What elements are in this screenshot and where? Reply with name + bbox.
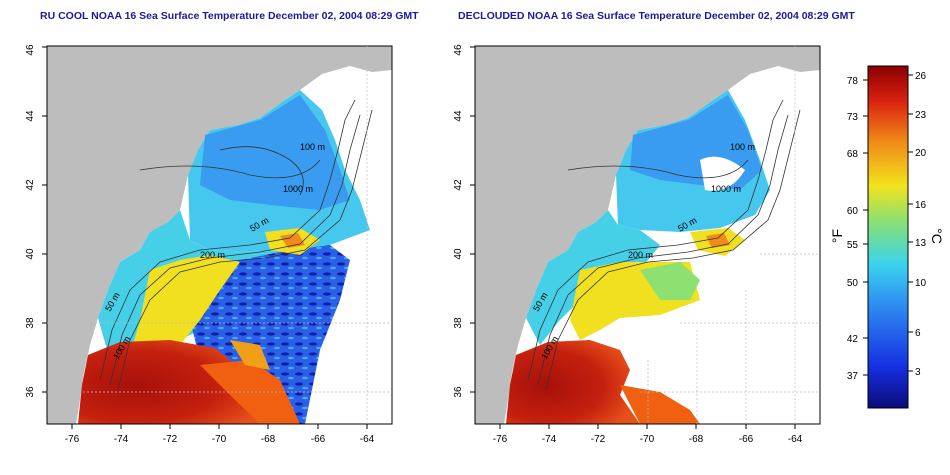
colorbar: 78 73 68 60 55 50 42 37 26 23 20 16 13 1… <box>829 65 945 409</box>
celsius-tick: 13 <box>915 238 927 249</box>
right-x-tick: -76 <box>493 434 508 445</box>
fahrenheit-tick: 42 <box>847 334 859 345</box>
right-sst-gulf-stream <box>506 340 640 424</box>
colorbar-gradient <box>867 65 909 409</box>
left-contour-label-4: 1000 m <box>283 184 313 194</box>
left-x-tick: -76 <box>65 434 80 445</box>
celsius-tick: 3 <box>915 367 921 378</box>
left-x-tick: -64 <box>360 434 375 445</box>
fahrenheit-tick: 55 <box>847 240 859 251</box>
celsius-unit-label: °C <box>929 228 945 244</box>
left-sst-gulf-stream <box>78 340 275 424</box>
right-x-tick: -74 <box>542 434 557 445</box>
fahrenheit-unit-label: °F <box>829 229 845 243</box>
fahrenheit-tick: 78 <box>847 76 859 87</box>
left-y-tick: 40 <box>25 248 36 260</box>
celsius-tick: 26 <box>915 71 927 82</box>
left-contour-label-3: 200 m <box>200 250 225 260</box>
right-y-tick: 44 <box>453 110 464 122</box>
right-land <box>475 46 820 424</box>
celsius-tick: 23 <box>915 110 927 121</box>
left-x-tick: -74 <box>114 434 129 445</box>
left-y-tick: 44 <box>25 110 36 122</box>
right-map: 50 m 100 m 200 m 1000 m 50 m 100 m -76 -… <box>453 44 821 445</box>
fahrenheit-tick: 50 <box>847 278 859 289</box>
right-y-tick: 42 <box>453 179 464 191</box>
right-y-tick: 36 <box>453 386 464 398</box>
right-y-tick: 38 <box>453 317 464 329</box>
fahrenheit-tick: 60 <box>847 206 859 217</box>
left-x-tick: -66 <box>311 434 326 445</box>
right-x-tick: -66 <box>739 434 754 445</box>
right-x-tick: -68 <box>689 434 704 445</box>
celsius-tick: 10 <box>915 278 927 289</box>
celsius-tick: 16 <box>915 200 927 211</box>
right-x-tick: -64 <box>788 434 803 445</box>
right-contour-label-4: 1000 m <box>711 184 741 194</box>
left-map-title: RU COOL NOAA 16 Sea Surface Temperature … <box>40 10 419 22</box>
left-y-tick: 38 <box>25 317 36 329</box>
left-x-tick: -68 <box>261 434 276 445</box>
right-contour-label-6: 100 m <box>730 142 755 152</box>
left-land <box>47 46 392 424</box>
left-y-tick: 42 <box>25 179 36 191</box>
right-y-tick: 46 <box>453 44 464 56</box>
left-contour-label-6: 100 m <box>300 142 325 152</box>
fahrenheit-tick: 68 <box>847 149 859 160</box>
fahrenheit-tick: 37 <box>847 371 859 382</box>
left-x-tick: -72 <box>163 434 178 445</box>
left-x-tick: -70 <box>212 434 227 445</box>
celsius-tick: 20 <box>915 148 927 159</box>
left-map: 50 m 100 m 200 m 1000 m 50 m 100 m -76 -… <box>25 44 393 445</box>
left-y-tick: 36 <box>25 386 36 398</box>
right-x-tick: -70 <box>640 434 655 445</box>
right-y-tick: 40 <box>453 248 464 260</box>
left-y-tick: 46 <box>25 44 36 56</box>
fahrenheit-tick: 73 <box>847 112 859 123</box>
right-map-title: DECLOUDED NOAA 16 Sea Surface Temperatur… <box>458 10 855 22</box>
celsius-tick: 6 <box>915 328 921 339</box>
right-x-tick: -72 <box>591 434 606 445</box>
right-contour-label-3: 200 m <box>628 250 653 260</box>
